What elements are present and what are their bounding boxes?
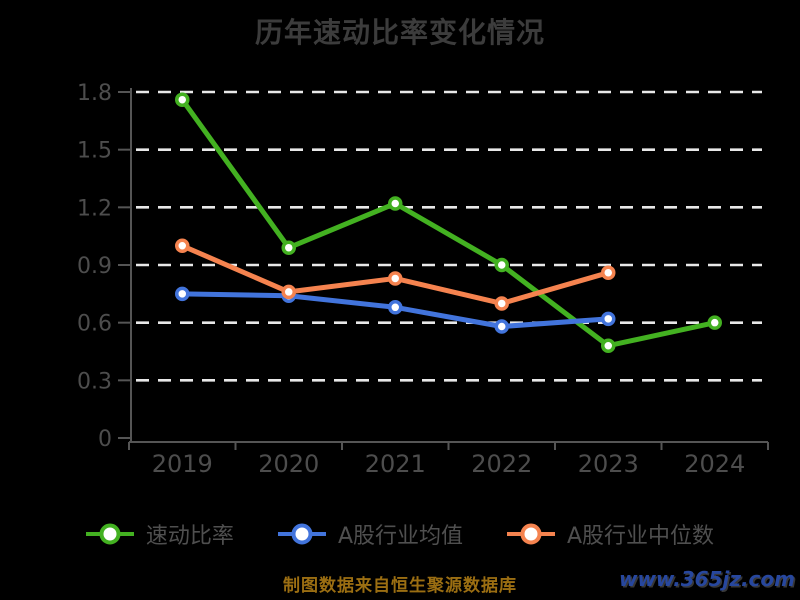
data-point [281, 284, 296, 300]
data-point [175, 286, 190, 302]
y-axis-label: 0.6 [77, 312, 112, 337]
y-axis-label: 1.8 [77, 81, 112, 106]
legend-marker-icon [277, 523, 326, 545]
series-line [179, 97, 718, 349]
x-axis-label: 2021 [365, 450, 426, 478]
y-axis-label: 0.3 [77, 369, 112, 394]
data-point [707, 315, 722, 330]
watermark-link[interactable]: www.365jz.com [618, 567, 795, 591]
y-axis-label: 0.9 [77, 254, 112, 279]
data-point [175, 92, 190, 107]
legend-marker-icon [85, 523, 134, 545]
data-point [175, 238, 190, 254]
data-point [388, 196, 403, 211]
data-point [601, 338, 616, 353]
line-chart-canvas: 0 0.3 0.6 0.9 1.2 1.5 1.8 2019 2020 2021 2022 2023 2… [77, 81, 769, 478]
x-axis-label: 2020 [258, 450, 319, 478]
x-axis-label: 2024 [684, 450, 745, 478]
data-point [601, 265, 616, 280]
legend-label: A股行业中位数 [567, 524, 715, 549]
y-axis-label: 1.2 [77, 196, 112, 221]
data-source-note: 制图数据来自恒生聚源数据库 [283, 576, 517, 596]
x-axis-label: 2023 [578, 450, 639, 478]
legend-item-2[interactable]: A股行业均值 [277, 518, 463, 550]
x-axis-label: 2022 [471, 450, 532, 478]
data-point [281, 240, 296, 255]
chart-legend: 速动比率 A股行业均值 A股行业中位数 [0, 518, 800, 550]
data-point [494, 257, 509, 273]
data-point [388, 271, 403, 286]
legend-marker-icon [507, 523, 555, 545]
legend-item-3[interactable]: A股行业中位数 [507, 518, 714, 550]
legend-label: 速动比率 [145, 524, 234, 549]
data-point [601, 311, 616, 327]
chart-title: 历年速动比率变化情况 [254, 16, 545, 49]
data-point [388, 300, 403, 315]
data-point [494, 296, 509, 311]
x-axis-label: 2019 [152, 450, 213, 478]
y-axis-label: 0 [98, 427, 112, 452]
data-point [494, 319, 509, 334]
y-axis-label: 1.5 [77, 139, 112, 164]
legend-item-1[interactable]: 速动比率 [85, 518, 234, 550]
legend-label: A股行业均值 [337, 524, 463, 549]
